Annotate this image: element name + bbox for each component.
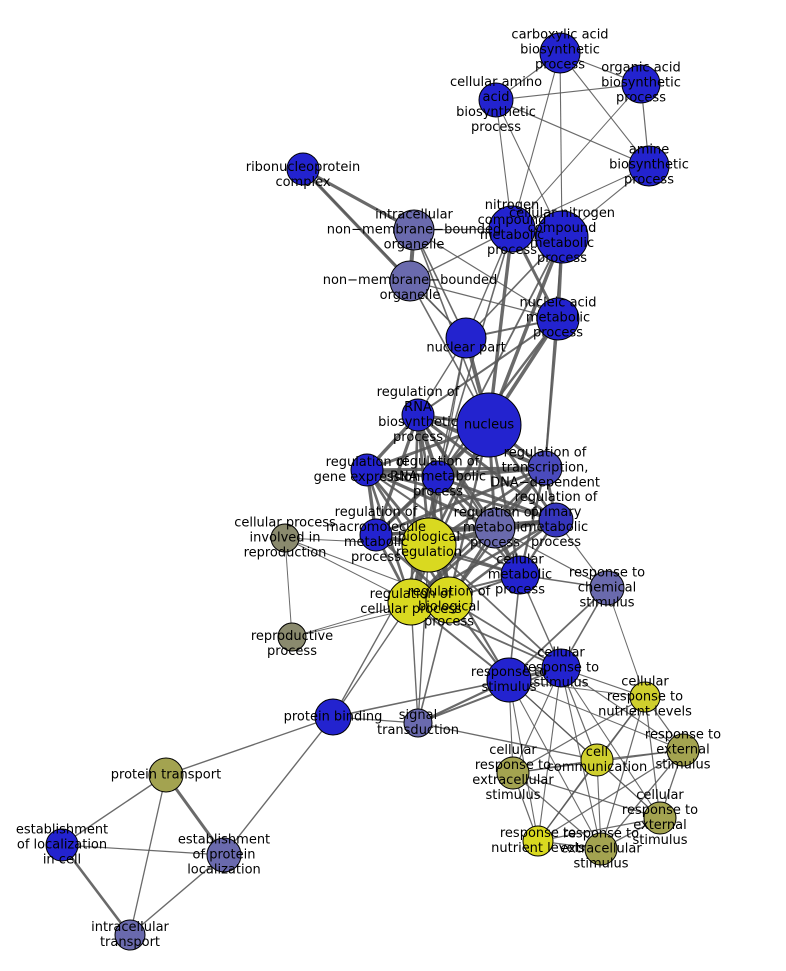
graph-node-protein_transport[interactable] <box>148 757 184 793</box>
graph-edge <box>417 544 430 724</box>
graph-node-response_to_external_stimulus[interactable] <box>666 733 700 767</box>
graph-node-response_to_chemical_stimulus[interactable] <box>589 570 625 606</box>
graph-node-signal_transduction[interactable] <box>403 708 433 738</box>
graph-edge <box>366 468 496 530</box>
graph-node-cellular_response_to_stimulus[interactable] <box>541 648 581 688</box>
graph-node-cellular_metabolic_process[interactable] <box>500 555 540 595</box>
graph-node-nuclear_part[interactable] <box>445 317 487 359</box>
graph-edge <box>409 280 559 320</box>
graph-node-reproductive_process[interactable] <box>277 622 307 652</box>
graph-edge <box>537 817 661 842</box>
graph-node-regulation_of_macromolecule_metabolic_process[interactable] <box>359 518 393 552</box>
graph-node-cellular_process_involved_in_reproduction[interactable] <box>270 523 300 553</box>
graph-node-regulation_of_rna_biosynthetic_process[interactable] <box>401 398 435 432</box>
graph-node-nucleic_acid_metabolic_process[interactable] <box>536 297 580 341</box>
graph-edge <box>417 414 521 576</box>
node-layer <box>45 32 700 951</box>
graph-edge <box>366 466 546 472</box>
graph-edge <box>413 229 559 320</box>
graph-edge <box>61 774 167 846</box>
graph-node-biological_regulation[interactable] <box>401 517 457 573</box>
graph-edge <box>284 537 412 603</box>
graph-node-ribonucleoprotein_complex[interactable] <box>286 152 320 186</box>
graph-node-cellular_amino_acid_biosynthetic_process[interactable] <box>478 82 514 118</box>
graph-edge <box>559 52 650 167</box>
graph-edge <box>366 468 557 522</box>
graph-node-response_to_extracellular_stimulus[interactable] <box>584 832 618 866</box>
graph-node-cellular_response_to_external_stimulus[interactable] <box>643 801 677 835</box>
graph-edge <box>375 466 546 537</box>
graph-edge <box>537 749 684 842</box>
graph-node-regulation_of_primary_metabolic_process[interactable] <box>538 502 574 538</box>
graph-edge <box>409 414 420 603</box>
graph-edge <box>332 679 510 718</box>
graph-edge <box>508 679 684 751</box>
graph-edge <box>332 544 430 718</box>
graph-node-establishment_of_protein_localization[interactable] <box>206 837 242 873</box>
graph-node-response_to_nutrient_levels[interactable] <box>522 825 554 857</box>
graph-edge <box>560 667 684 751</box>
graph-edge <box>559 52 563 238</box>
graph-edge <box>61 844 225 856</box>
graph-edge <box>487 228 514 426</box>
graph-edge <box>165 716 334 776</box>
graph-edge <box>129 854 225 936</box>
graph-edge <box>508 679 602 850</box>
graph-node-cell_communication[interactable] <box>580 743 614 777</box>
graph-edge <box>644 696 661 819</box>
graph-edge <box>129 774 167 936</box>
graph-node-regulation_of_rna_metabolic_process[interactable] <box>421 460 455 494</box>
graph-edge <box>284 537 293 638</box>
graph-node-non_membrane_bounded_organelle[interactable] <box>389 260 431 302</box>
graph-edge <box>600 696 646 850</box>
graph-node-nucleus[interactable] <box>456 392 522 458</box>
graph-node-regulation_of_gene_expression[interactable] <box>350 453 384 487</box>
graph-node-cellular_response_to_nutrient_levels[interactable] <box>629 681 661 713</box>
graph-node-response_to_stimulus[interactable] <box>486 657 532 703</box>
graph-edge <box>60 844 132 936</box>
graph-edge <box>511 165 650 230</box>
graph-edge <box>417 667 562 724</box>
graph-edge <box>302 167 415 232</box>
graph-node-intracellular_transport[interactable] <box>114 919 146 951</box>
graph-edge <box>495 83 642 101</box>
graph-node-regulation_of_biological_process[interactable] <box>425 576 473 624</box>
graph-edge <box>606 587 646 698</box>
graph-node-regulation_of_transcription_dna_dependent[interactable] <box>527 450 563 486</box>
graph-edge <box>511 52 561 230</box>
graph-node-intracellular_non_membrane_bounded_organelle[interactable] <box>393 209 435 251</box>
graph-node-establishment_of_localization_in_cell[interactable] <box>45 828 79 862</box>
graph-node-protein_binding[interactable] <box>314 698 352 736</box>
graph-node-carboxylic_acid_biosynthetic_process[interactable] <box>539 32 581 74</box>
graph-node-nitrogen_compound_metabolic_process[interactable] <box>488 205 536 253</box>
graph-edge <box>543 318 560 469</box>
graph-edge <box>512 772 602 850</box>
graph-edge <box>537 667 562 842</box>
graph-edge <box>417 722 598 761</box>
graph-edge <box>495 99 650 167</box>
graph-edge <box>512 696 646 774</box>
graph-edge <box>428 544 562 669</box>
graph-node-amine_biosynthetic_process[interactable] <box>628 145 670 187</box>
edge-layer <box>60 52 684 936</box>
graph-edge <box>417 318 559 416</box>
graph-node-cellular_response_to_extracellular_stimulus[interactable] <box>496 756 530 790</box>
graph-node-organic_acid_biosynthetic_process[interactable] <box>621 64 661 104</box>
graph-edge <box>511 83 642 230</box>
graph-edge <box>508 679 646 698</box>
graph-edge <box>223 716 334 856</box>
graph-node-cellular_nitrogen_compound_metabolic_process[interactable] <box>535 210 589 264</box>
graph-edge <box>494 527 608 589</box>
graph-edge <box>512 772 661 819</box>
graph-edge <box>600 749 684 850</box>
graph-node-regulation_of_metabolic_process[interactable] <box>474 507 516 549</box>
